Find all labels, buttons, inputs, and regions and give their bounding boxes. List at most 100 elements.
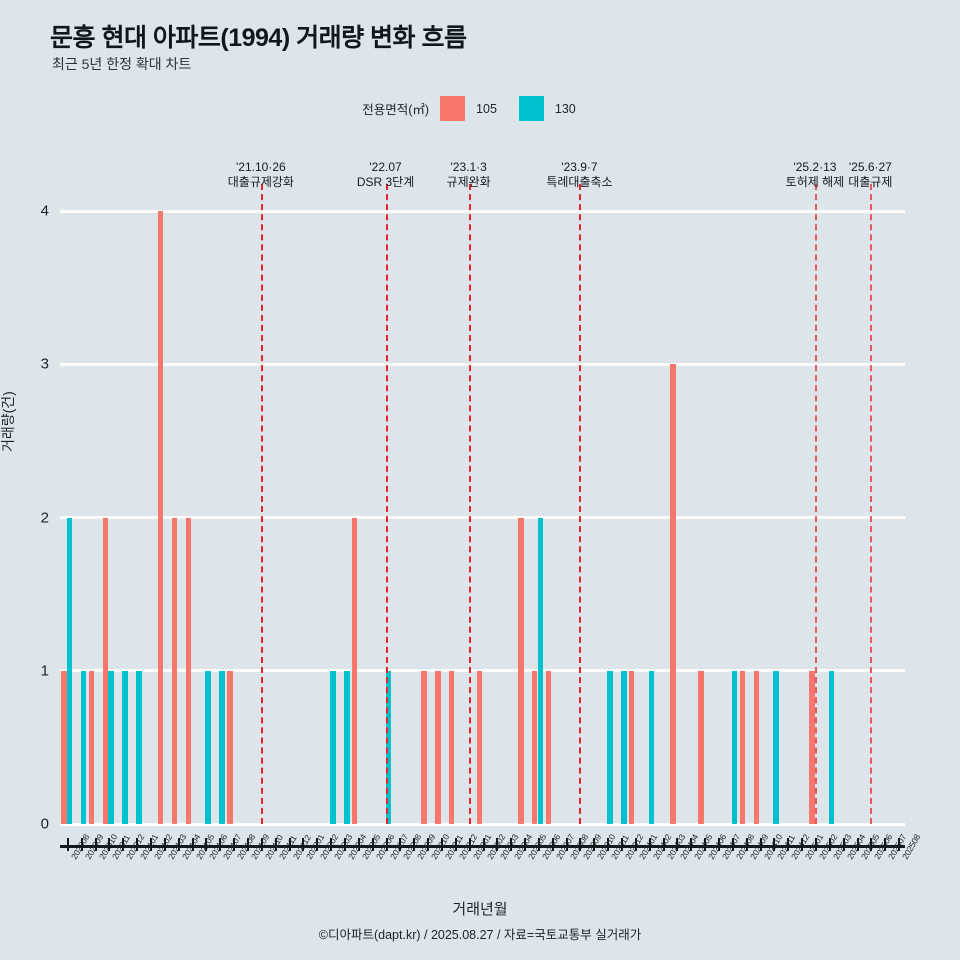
bar-130-202204[interactable] xyxy=(343,670,350,824)
x-tick xyxy=(731,838,734,851)
chart-legend: 전용면적(㎡) 105 130 xyxy=(0,96,960,121)
bar-130-202011[interactable] xyxy=(108,670,114,824)
y-tick-label: 2 xyxy=(40,509,49,526)
x-tick xyxy=(607,838,610,851)
annotation-date: '25.6·27 xyxy=(848,160,892,174)
x-tick xyxy=(510,838,513,851)
annotation-text: DSR 3단계 xyxy=(356,175,415,190)
annotation-text: 대출규제강화 xyxy=(227,175,294,190)
legend-item-105[interactable]: 105 xyxy=(440,96,497,121)
bar-105-202404[interactable] xyxy=(670,364,676,824)
bar-105-202410[interactable] xyxy=(753,670,760,824)
x-tick xyxy=(177,838,180,851)
bar-130-202106[interactable] xyxy=(205,670,211,824)
annotation-text: 대출규제 xyxy=(848,175,893,190)
annotation-text: 규제완화 xyxy=(446,175,491,190)
x-tick xyxy=(288,838,291,851)
bar-130-202207[interactable] xyxy=(385,670,392,824)
y-tick-label: 3 xyxy=(40,355,49,373)
bar-130-202107[interactable] xyxy=(219,670,225,824)
x-tick xyxy=(704,838,707,851)
annotation-date: '23.9·7 xyxy=(561,160,598,174)
x-tick xyxy=(648,838,651,851)
annotation-date: '22.07 xyxy=(369,160,402,174)
x-tick xyxy=(163,838,166,851)
annotation-line-202110 xyxy=(260,184,263,824)
bar-105-202302[interactable] xyxy=(476,670,483,824)
x-tick xyxy=(80,838,83,851)
legend-swatch-130 xyxy=(518,96,544,121)
x-tick xyxy=(621,838,624,851)
bar-130-202503[interactable] xyxy=(828,670,835,824)
bar-105-202008[interactable] xyxy=(60,670,67,824)
bar-105-202105[interactable] xyxy=(185,517,192,824)
gridline xyxy=(60,362,905,366)
y-axis-title: 거래량(건) xyxy=(0,391,16,452)
bar-130-202009[interactable] xyxy=(80,670,87,824)
bar-130-202203[interactable] xyxy=(330,670,336,824)
bar-130-202008[interactable] xyxy=(66,517,73,824)
bar-130-202306[interactable] xyxy=(537,517,544,824)
bar-105-202212[interactable] xyxy=(448,670,455,824)
x-tick xyxy=(108,838,111,851)
x-tick xyxy=(468,838,471,851)
annotation-line-202309 xyxy=(579,184,582,824)
bar-105-202502[interactable] xyxy=(809,670,815,824)
bar-105-202307[interactable] xyxy=(545,670,552,824)
x-tick xyxy=(219,838,222,851)
x-tick xyxy=(233,838,236,851)
x-tick xyxy=(247,838,249,851)
bar-130-202411[interactable] xyxy=(773,670,779,824)
bar-105-202104[interactable] xyxy=(171,517,178,824)
x-tick xyxy=(260,838,263,851)
bar-105-202211[interactable] xyxy=(434,670,441,824)
annotation-date: '25.2·13 xyxy=(793,160,837,174)
y-tick-label: 0 xyxy=(40,815,49,833)
bar-105-202401[interactable] xyxy=(628,670,635,824)
x-tick xyxy=(884,838,887,851)
gridline xyxy=(60,516,905,519)
annotation-line-202506 xyxy=(870,184,873,824)
x-tick xyxy=(413,838,416,851)
annotation-line-202301 xyxy=(468,184,471,824)
x-tick xyxy=(150,838,153,851)
annotation-label-202301: '23.1·3 규제완화 xyxy=(447,160,491,191)
x-tick xyxy=(662,838,665,851)
legend-label-130: 130 xyxy=(554,101,576,116)
legend-item-130[interactable]: 130 xyxy=(518,96,576,121)
x-tick xyxy=(787,838,790,851)
x-tick xyxy=(537,838,540,851)
page-subtitle: 최근 5년 한정 확대 차트 xyxy=(52,56,192,72)
x-tick xyxy=(898,838,901,851)
bar-130-202012[interactable] xyxy=(122,670,128,824)
bar-130-202101[interactable] xyxy=(136,670,142,824)
x-tick xyxy=(690,838,693,851)
x-tick xyxy=(454,838,457,851)
bar-105-202205[interactable] xyxy=(351,517,358,824)
x-tick xyxy=(136,838,139,851)
bar-130-202402[interactable] xyxy=(648,670,655,824)
bar-105-202011[interactable] xyxy=(102,517,109,824)
bar-105-202406[interactable] xyxy=(698,670,704,824)
x-tick xyxy=(496,838,499,851)
bar-130-202312[interactable] xyxy=(621,670,627,824)
x-tick xyxy=(482,838,485,851)
bar-105-202306[interactable] xyxy=(531,670,538,824)
bar-105-202210[interactable] xyxy=(421,670,427,824)
x-tick xyxy=(801,838,804,851)
annotation-label-202309: '23.9·7 특례대출축소 xyxy=(546,160,612,191)
bar-130-202311[interactable] xyxy=(607,670,613,824)
bar-105-202409[interactable] xyxy=(739,670,746,824)
x-tick xyxy=(371,838,374,851)
bar-105-202305[interactable] xyxy=(518,517,524,824)
legend-swatch-105 xyxy=(440,96,466,121)
bar-130-202408[interactable] xyxy=(731,670,738,824)
bar-105-202103[interactable] xyxy=(157,211,164,824)
plot-area: 0 1 2 3 4 xyxy=(41,184,905,832)
x-tick xyxy=(330,838,333,851)
bar-105-202108[interactable] xyxy=(227,670,233,824)
x-tick xyxy=(440,838,443,851)
x-tick xyxy=(870,838,873,851)
bar-105-202010[interactable] xyxy=(88,670,95,824)
x-tick xyxy=(579,838,582,851)
